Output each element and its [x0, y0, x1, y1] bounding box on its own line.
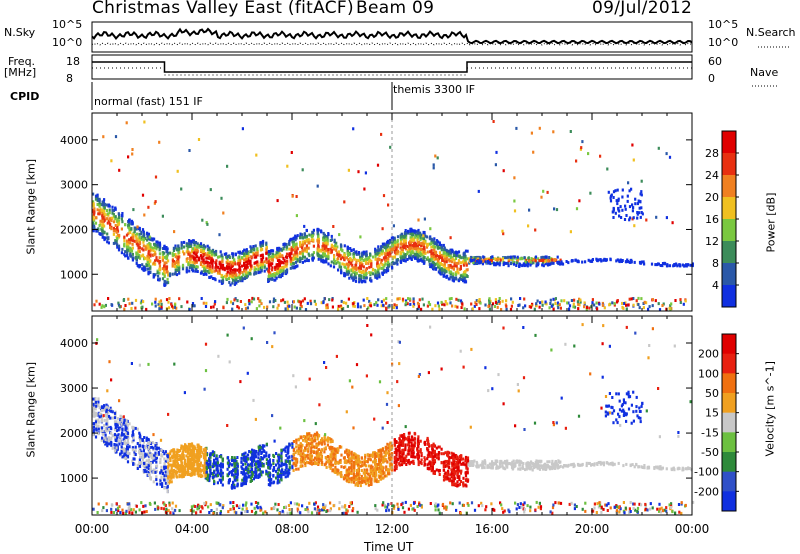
velocity-ytick-label-3: 4000 — [60, 337, 88, 350]
power-colorbar-label-6: 28 — [705, 147, 719, 160]
velocity-colorbar-seg-2 — [722, 373, 736, 394]
power-colorbar-seg-4 — [722, 219, 736, 242]
nsearch-tick-top: 10^5 — [708, 18, 739, 31]
cpid-segment-normal: normal (fast) 151 IF — [94, 95, 203, 108]
freq-unit: [MHz] — [4, 66, 37, 79]
velocity-colorbar-seg-7 — [722, 471, 736, 492]
freq-tick-bottom: 8 — [66, 72, 73, 85]
chart-title: Christmas Valley East (fitACF) — [92, 0, 354, 18]
x-tick-label-5: 20:00 — [575, 522, 610, 536]
nsearch-line — [91, 42, 693, 46]
power-colorbar-label-5: 24 — [705, 169, 719, 182]
freq-line — [92, 61, 692, 73]
power-colorbar-seg-2 — [722, 175, 736, 198]
x-tick-label-6: 00:00 — [675, 522, 710, 536]
power-ytick-label-3: 4000 — [60, 134, 88, 147]
velocity-colorbar-label-4: -15 — [701, 426, 719, 439]
power-data-cells — [92, 120, 694, 312]
velocity-ytick-label-1: 2000 — [60, 427, 88, 440]
nsky-label: N.Sky — [4, 26, 36, 39]
x-tick-label-0: 00:00 — [75, 522, 110, 536]
date-label: 09/Jul/2012 — [592, 0, 693, 18]
x-tick-label-4: 16:00 — [475, 522, 510, 536]
x-axis-label: Time UT — [364, 540, 414, 554]
nsky-tick-bottom: 10^0 — [52, 36, 83, 49]
power-colorbar-seg-0 — [722, 131, 736, 154]
nsky-tick-top: 10^5 — [52, 18, 83, 31]
velocity-colorbar-label-2: 50 — [705, 387, 719, 400]
power-colorbar-label-2: 12 — [705, 235, 719, 248]
velocity-colorbar-seg-0 — [722, 334, 736, 355]
power-colorbar-seg-7 — [722, 285, 736, 308]
power-colorbar-label-3: 16 — [705, 213, 719, 226]
velocity-colorbar-frame — [721, 333, 737, 512]
velocity-colorbar-seg-8 — [722, 491, 736, 512]
velocity-ytick-label-2: 3000 — [60, 382, 88, 395]
freq-label: Freq. — [8, 55, 36, 68]
power-colorbar-seg-5 — [722, 241, 736, 264]
velocity-colorbar-label-0: 200 — [698, 348, 719, 361]
nave-tick-top: 60 — [708, 55, 722, 68]
freq-panel-frame — [91, 54, 693, 80]
power-colorbar-label-1: 8 — [712, 257, 719, 270]
nsearch-tick-bottom: 10^0 — [708, 36, 739, 49]
nave-tick-bottom: 0 — [708, 72, 715, 85]
velocity-colorbar-seg-5 — [722, 432, 736, 453]
power-colorbar-label-0: 4 — [712, 279, 719, 292]
velocity-colorbar-seg-4 — [722, 412, 736, 433]
velocity-colorbar-seg-1 — [722, 353, 736, 374]
power-colorbar-seg-1 — [722, 153, 736, 176]
x-tick-label-1: 04:00 — [175, 522, 210, 536]
velocity-colorbar-seg-6 — [722, 452, 736, 473]
power-colorbar-seg-6 — [722, 263, 736, 286]
nave-line — [92, 67, 692, 76]
power-ytick-label-2: 3000 — [60, 179, 88, 192]
velocity-colorbar-label-3: 15 — [705, 407, 719, 420]
power-ytick-label-0: 1000 — [60, 268, 88, 281]
nsky-panel-frame — [91, 21, 693, 53]
velocity-ytick-label-0: 1000 — [60, 472, 88, 485]
nsearch-label: N.Search — [746, 26, 796, 39]
velocity-plot-bg — [92, 316, 692, 515]
freq-tick-top: 18 — [66, 55, 80, 68]
x-tick-label-3: 12:00 — [375, 522, 410, 536]
cpid-segment-themis: themis 3300 IF — [393, 83, 476, 96]
velocity-colorbar-label-6: -100 — [694, 466, 719, 479]
beam-label: Beam 09 — [356, 0, 435, 18]
x-tick-label-2: 08:00 — [275, 522, 310, 536]
nave-label: Nave — [750, 66, 779, 79]
cpid-label: CPID — [10, 90, 40, 103]
nsky-line — [91, 27, 693, 45]
velocity-colorbar-label-5: -50 — [701, 446, 719, 459]
velocity-data-cells — [92, 323, 695, 515]
velocity-colorbar-seg-3 — [722, 393, 736, 414]
power-colorbar-label-4: 20 — [705, 191, 719, 204]
velocity-colorbar-label-1: 100 — [698, 367, 719, 380]
velocity-colorbar-label-7: -200 — [694, 485, 719, 498]
power-colorbar-seg-3 — [722, 197, 736, 220]
power-ytick-label-1: 2000 — [60, 223, 88, 236]
